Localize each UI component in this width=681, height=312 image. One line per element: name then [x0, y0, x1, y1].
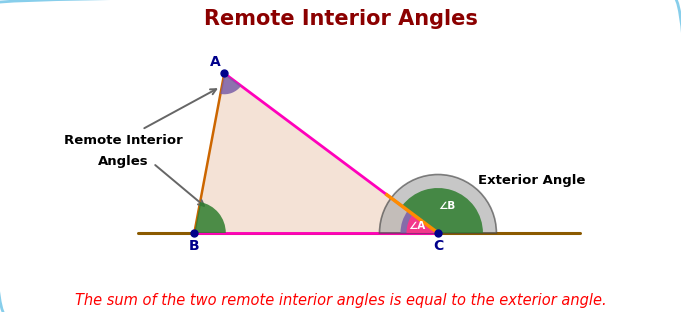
- Wedge shape: [407, 214, 438, 233]
- Wedge shape: [221, 73, 241, 94]
- Text: B: B: [189, 240, 200, 253]
- Text: ∠A: ∠A: [408, 221, 425, 231]
- Wedge shape: [194, 202, 226, 233]
- Text: Exterior Angle: Exterior Angle: [478, 174, 586, 187]
- Wedge shape: [379, 174, 496, 233]
- Wedge shape: [402, 188, 483, 233]
- Text: C: C: [433, 240, 443, 253]
- Text: A: A: [210, 55, 221, 69]
- Text: Angles: Angles: [98, 154, 148, 168]
- Wedge shape: [400, 211, 438, 233]
- Text: ∠B: ∠B: [439, 201, 456, 211]
- Text: The sum of the two remote interior angles is equal to the exterior angle.: The sum of the two remote interior angle…: [75, 293, 606, 308]
- Polygon shape: [194, 73, 438, 233]
- Text: Remote Interior Angles: Remote Interior Angles: [204, 8, 477, 29]
- Text: Remote Interior: Remote Interior: [64, 134, 183, 147]
